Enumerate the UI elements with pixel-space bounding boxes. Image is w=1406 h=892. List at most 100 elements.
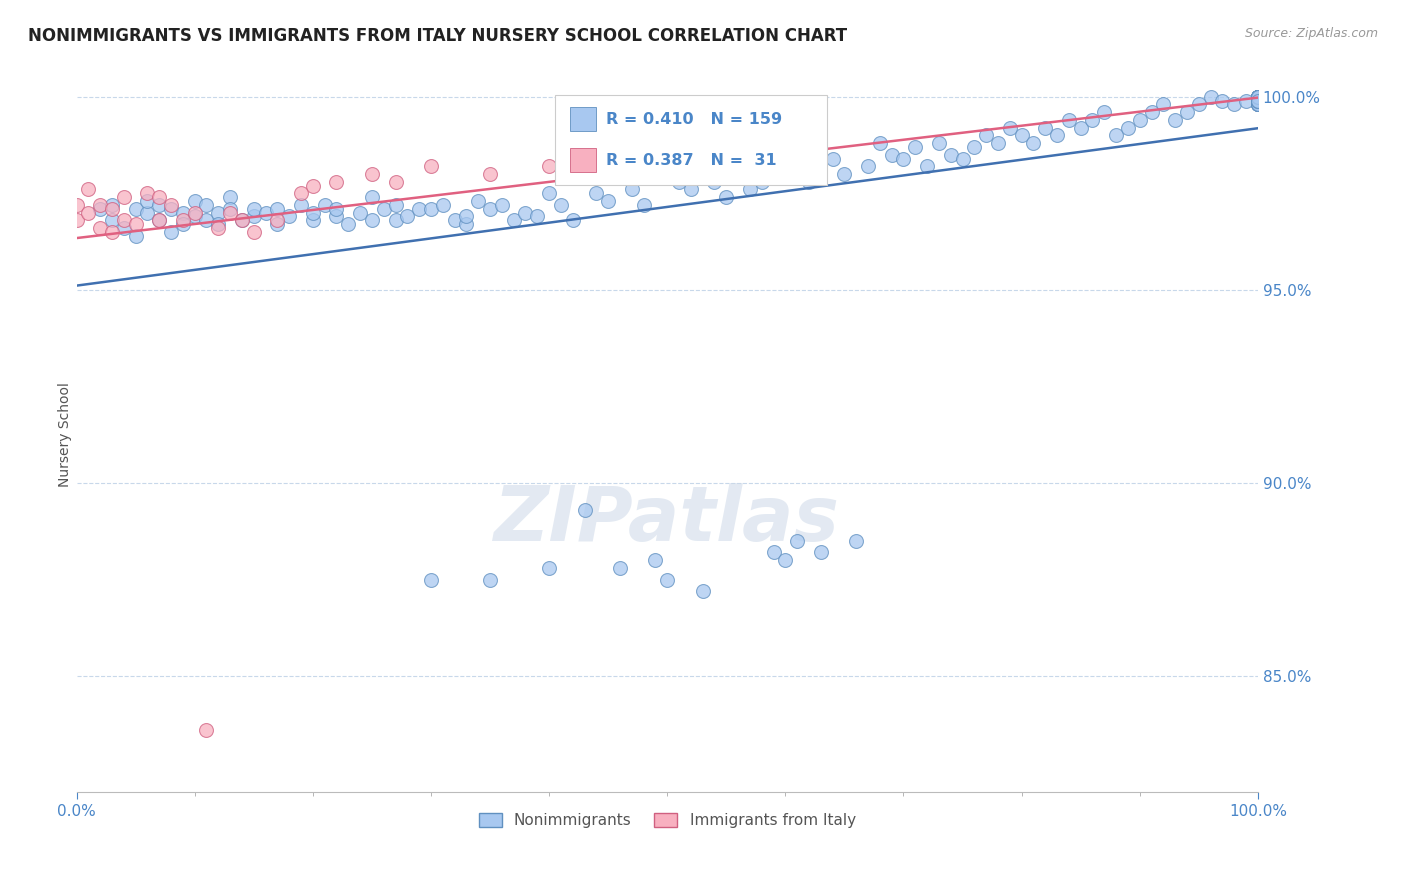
Point	[1247, 89, 1270, 103]
Point	[1164, 112, 1187, 127]
Point	[1247, 94, 1270, 108]
Point	[456, 217, 478, 231]
Point	[349, 205, 371, 219]
Point	[101, 225, 124, 239]
Point	[254, 205, 277, 219]
Point	[550, 198, 572, 212]
Point	[987, 136, 1010, 150]
Point	[112, 213, 135, 227]
Point	[1247, 94, 1270, 108]
Point	[479, 167, 502, 181]
Point	[207, 205, 229, 219]
Point	[172, 217, 194, 231]
Point	[1247, 94, 1270, 108]
Point	[101, 198, 124, 212]
Point	[810, 545, 832, 559]
Point	[301, 213, 323, 227]
Point	[915, 159, 938, 173]
Point	[172, 213, 194, 227]
Point	[420, 159, 443, 173]
Point	[1247, 97, 1270, 112]
Point	[1247, 89, 1270, 103]
Point	[1247, 97, 1270, 112]
Point	[242, 202, 264, 216]
Point	[869, 136, 891, 150]
Point	[420, 573, 443, 587]
Point	[360, 190, 382, 204]
Point	[396, 210, 419, 224]
Point	[456, 210, 478, 224]
Text: ZIPatlas: ZIPatlas	[494, 483, 841, 558]
Point	[89, 198, 111, 212]
Point	[1247, 89, 1270, 103]
Point	[1247, 89, 1270, 103]
Point	[101, 213, 124, 227]
Point	[716, 190, 738, 204]
Point	[1188, 97, 1211, 112]
Point	[1247, 89, 1270, 103]
Point	[65, 198, 87, 212]
Point	[1033, 120, 1056, 135]
Point	[856, 159, 879, 173]
Point	[290, 186, 312, 201]
Point	[939, 147, 962, 161]
Point	[1011, 128, 1033, 143]
Point	[207, 217, 229, 231]
Point	[633, 198, 655, 212]
Point	[112, 190, 135, 204]
Point	[160, 198, 183, 212]
Point	[160, 225, 183, 239]
Point	[1211, 94, 1233, 108]
Point	[195, 723, 218, 738]
Point	[574, 503, 596, 517]
Point	[491, 198, 513, 212]
Point	[1247, 97, 1270, 112]
Point	[963, 140, 986, 154]
Point	[703, 175, 725, 189]
Point	[609, 561, 631, 575]
Point	[65, 213, 87, 227]
Point	[183, 194, 205, 208]
Point	[797, 175, 820, 189]
Point	[644, 553, 666, 567]
Point	[1247, 89, 1270, 103]
Point	[183, 205, 205, 219]
Point	[89, 221, 111, 235]
Point	[620, 182, 643, 196]
Point	[538, 561, 561, 575]
Point	[1070, 120, 1092, 135]
Text: NONIMMIGRANTS VS IMMIGRANTS FROM ITALY NURSERY SCHOOL CORRELATION CHART: NONIMMIGRANTS VS IMMIGRANTS FROM ITALY N…	[28, 27, 848, 45]
Legend: Nonimmigrants, Immigrants from Italy: Nonimmigrants, Immigrants from Italy	[472, 807, 862, 834]
Point	[195, 198, 218, 212]
Point	[1247, 94, 1270, 108]
Point	[373, 202, 395, 216]
Point	[384, 175, 406, 189]
Point	[786, 533, 808, 548]
Point	[762, 545, 785, 559]
Point	[207, 221, 229, 235]
Point	[1247, 94, 1270, 108]
Point	[1247, 94, 1270, 108]
Point	[1046, 128, 1069, 143]
Point	[1247, 89, 1270, 103]
FancyBboxPatch shape	[571, 107, 596, 131]
Point	[1247, 89, 1270, 103]
Point	[845, 533, 868, 548]
Point	[1129, 112, 1152, 127]
Point	[136, 205, 159, 219]
Point	[360, 213, 382, 227]
Point	[904, 140, 927, 154]
Point	[467, 194, 489, 208]
Point	[148, 213, 170, 227]
Point	[1247, 94, 1270, 108]
Point	[172, 205, 194, 219]
Point	[479, 573, 502, 587]
Point	[1247, 94, 1270, 108]
Point	[242, 225, 264, 239]
Point	[952, 152, 974, 166]
Point	[231, 213, 253, 227]
Point	[515, 205, 537, 219]
Point	[325, 210, 347, 224]
Point	[325, 202, 347, 216]
Point	[727, 163, 749, 178]
